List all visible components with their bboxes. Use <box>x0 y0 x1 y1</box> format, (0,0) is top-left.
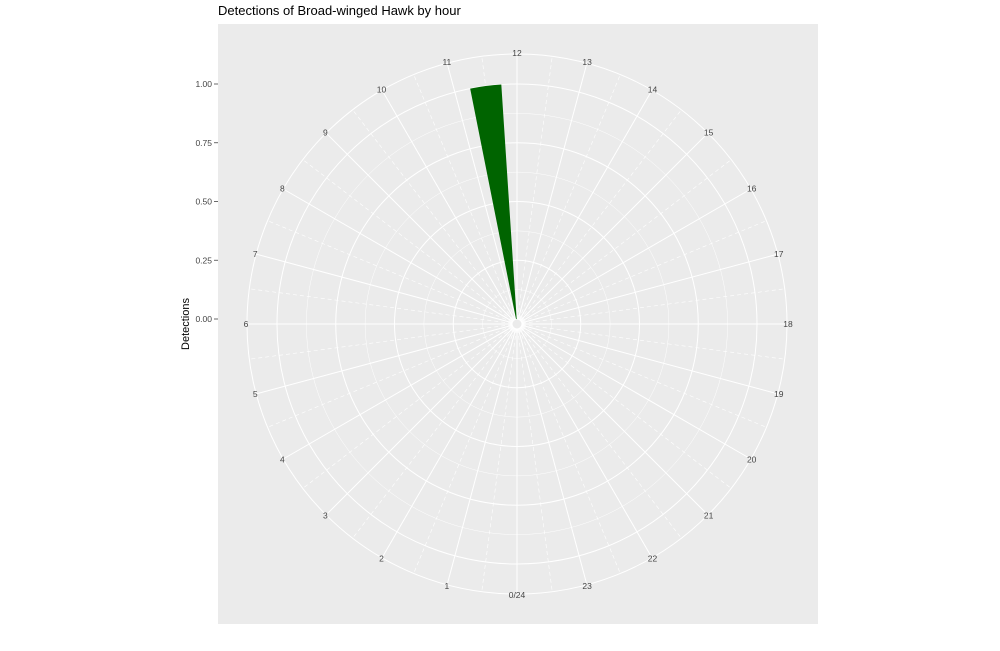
y-tick-label: 0.00 <box>195 314 212 324</box>
grid-spoke-minor <box>517 56 553 320</box>
grid-spoke-major <box>521 188 752 322</box>
hour-label-21: 21 <box>704 511 714 521</box>
grid-spoke-minor <box>521 325 767 428</box>
grid-spoke-minor <box>249 324 513 360</box>
grid-spoke-minor <box>352 109 515 321</box>
hour-label-5: 5 <box>253 389 258 399</box>
hour-label-15: 15 <box>704 127 714 137</box>
grid-spoke-minor <box>521 220 767 323</box>
grid-spoke-minor <box>520 326 732 489</box>
hour-label-9: 9 <box>323 127 328 137</box>
y-tick-label: 0.75 <box>195 138 212 148</box>
grid-spoke-major <box>519 89 653 320</box>
grid-spoke-minor <box>249 288 513 324</box>
grid-spoke-minor <box>521 324 785 360</box>
grid <box>246 53 788 595</box>
grid-spoke-major <box>381 89 515 320</box>
grid-spoke-minor <box>267 220 513 323</box>
hour-label-3: 3 <box>323 511 328 521</box>
grid-spoke-major <box>256 324 513 395</box>
grid-spoke-major <box>282 188 513 322</box>
grid-spoke-major <box>519 328 653 559</box>
y-axis-ticks: 0.00 0.25 0.50 0.75 1.00 <box>195 79 218 324</box>
grid-spoke-minor <box>413 328 516 574</box>
grid-spoke-minor <box>518 74 621 320</box>
grid-spoke-minor <box>519 109 682 321</box>
hour-label-20: 20 <box>747 455 757 465</box>
grid-spoke-major <box>256 253 513 324</box>
hour-label-19: 19 <box>774 389 784 399</box>
hour-label-23: 23 <box>582 581 592 591</box>
hour-label-14: 14 <box>648 84 658 94</box>
y-tick-label: 0.50 <box>195 197 212 207</box>
y-tick-label: 0.25 <box>195 255 212 265</box>
grid-spoke-major <box>521 326 752 460</box>
grid-spoke-minor <box>267 325 513 428</box>
hour-label-6: 6 <box>244 319 249 329</box>
hour-label-8: 8 <box>280 184 285 194</box>
grid-spoke-minor <box>352 327 515 539</box>
grid-spoke-minor <box>302 159 514 322</box>
hour-label-18: 18 <box>783 319 793 329</box>
hour-label-1: 1 <box>444 581 449 591</box>
grid-spoke-major <box>325 132 514 321</box>
grid-spoke-major <box>325 327 514 516</box>
grid-spoke-major <box>446 63 517 320</box>
grid-spoke-minor <box>520 159 732 322</box>
grid-spoke-minor <box>413 74 516 320</box>
hour-label-12: 12 <box>512 48 522 58</box>
grid-spoke-major <box>521 253 778 324</box>
chart-title: Detections of Broad-winged Hawk by hour <box>218 3 461 18</box>
grid-spoke-minor <box>302 326 514 489</box>
grid-spoke-major <box>521 324 778 395</box>
hour-label-0: 0/24 <box>509 590 526 600</box>
grid-spoke-minor <box>481 328 517 592</box>
hour-label-4: 4 <box>280 455 285 465</box>
grid-spoke-minor <box>521 288 785 324</box>
hour-label-13: 13 <box>582 57 592 67</box>
grid-spoke-minor <box>517 328 553 592</box>
bar-hour-11.5 <box>470 84 517 320</box>
hour-label-7: 7 <box>253 249 258 259</box>
grid-spoke-major <box>517 63 588 320</box>
grid-spoke-minor <box>519 327 682 539</box>
hour-label-10: 10 <box>377 84 387 94</box>
grid-spoke-major <box>517 328 588 585</box>
grid-spoke-minor <box>518 328 621 574</box>
grid-spoke-major <box>520 132 709 321</box>
grid-spoke-major <box>381 328 515 559</box>
y-tick-label: 1.00 <box>195 79 212 89</box>
y-axis-title: Detections <box>180 298 192 350</box>
bars <box>470 84 517 320</box>
grid-spoke-major <box>282 326 513 460</box>
grid-spoke-major <box>446 328 517 585</box>
hour-label-17: 17 <box>774 249 784 259</box>
hour-label-2: 2 <box>379 554 384 564</box>
hour-label-16: 16 <box>747 184 757 194</box>
hour-label-22: 22 <box>648 554 658 564</box>
grid-spoke-major <box>520 327 709 516</box>
hour-label-11: 11 <box>442 57 451 67</box>
hour-labels: 0/24123456789101112131415161718192021222… <box>244 48 793 600</box>
